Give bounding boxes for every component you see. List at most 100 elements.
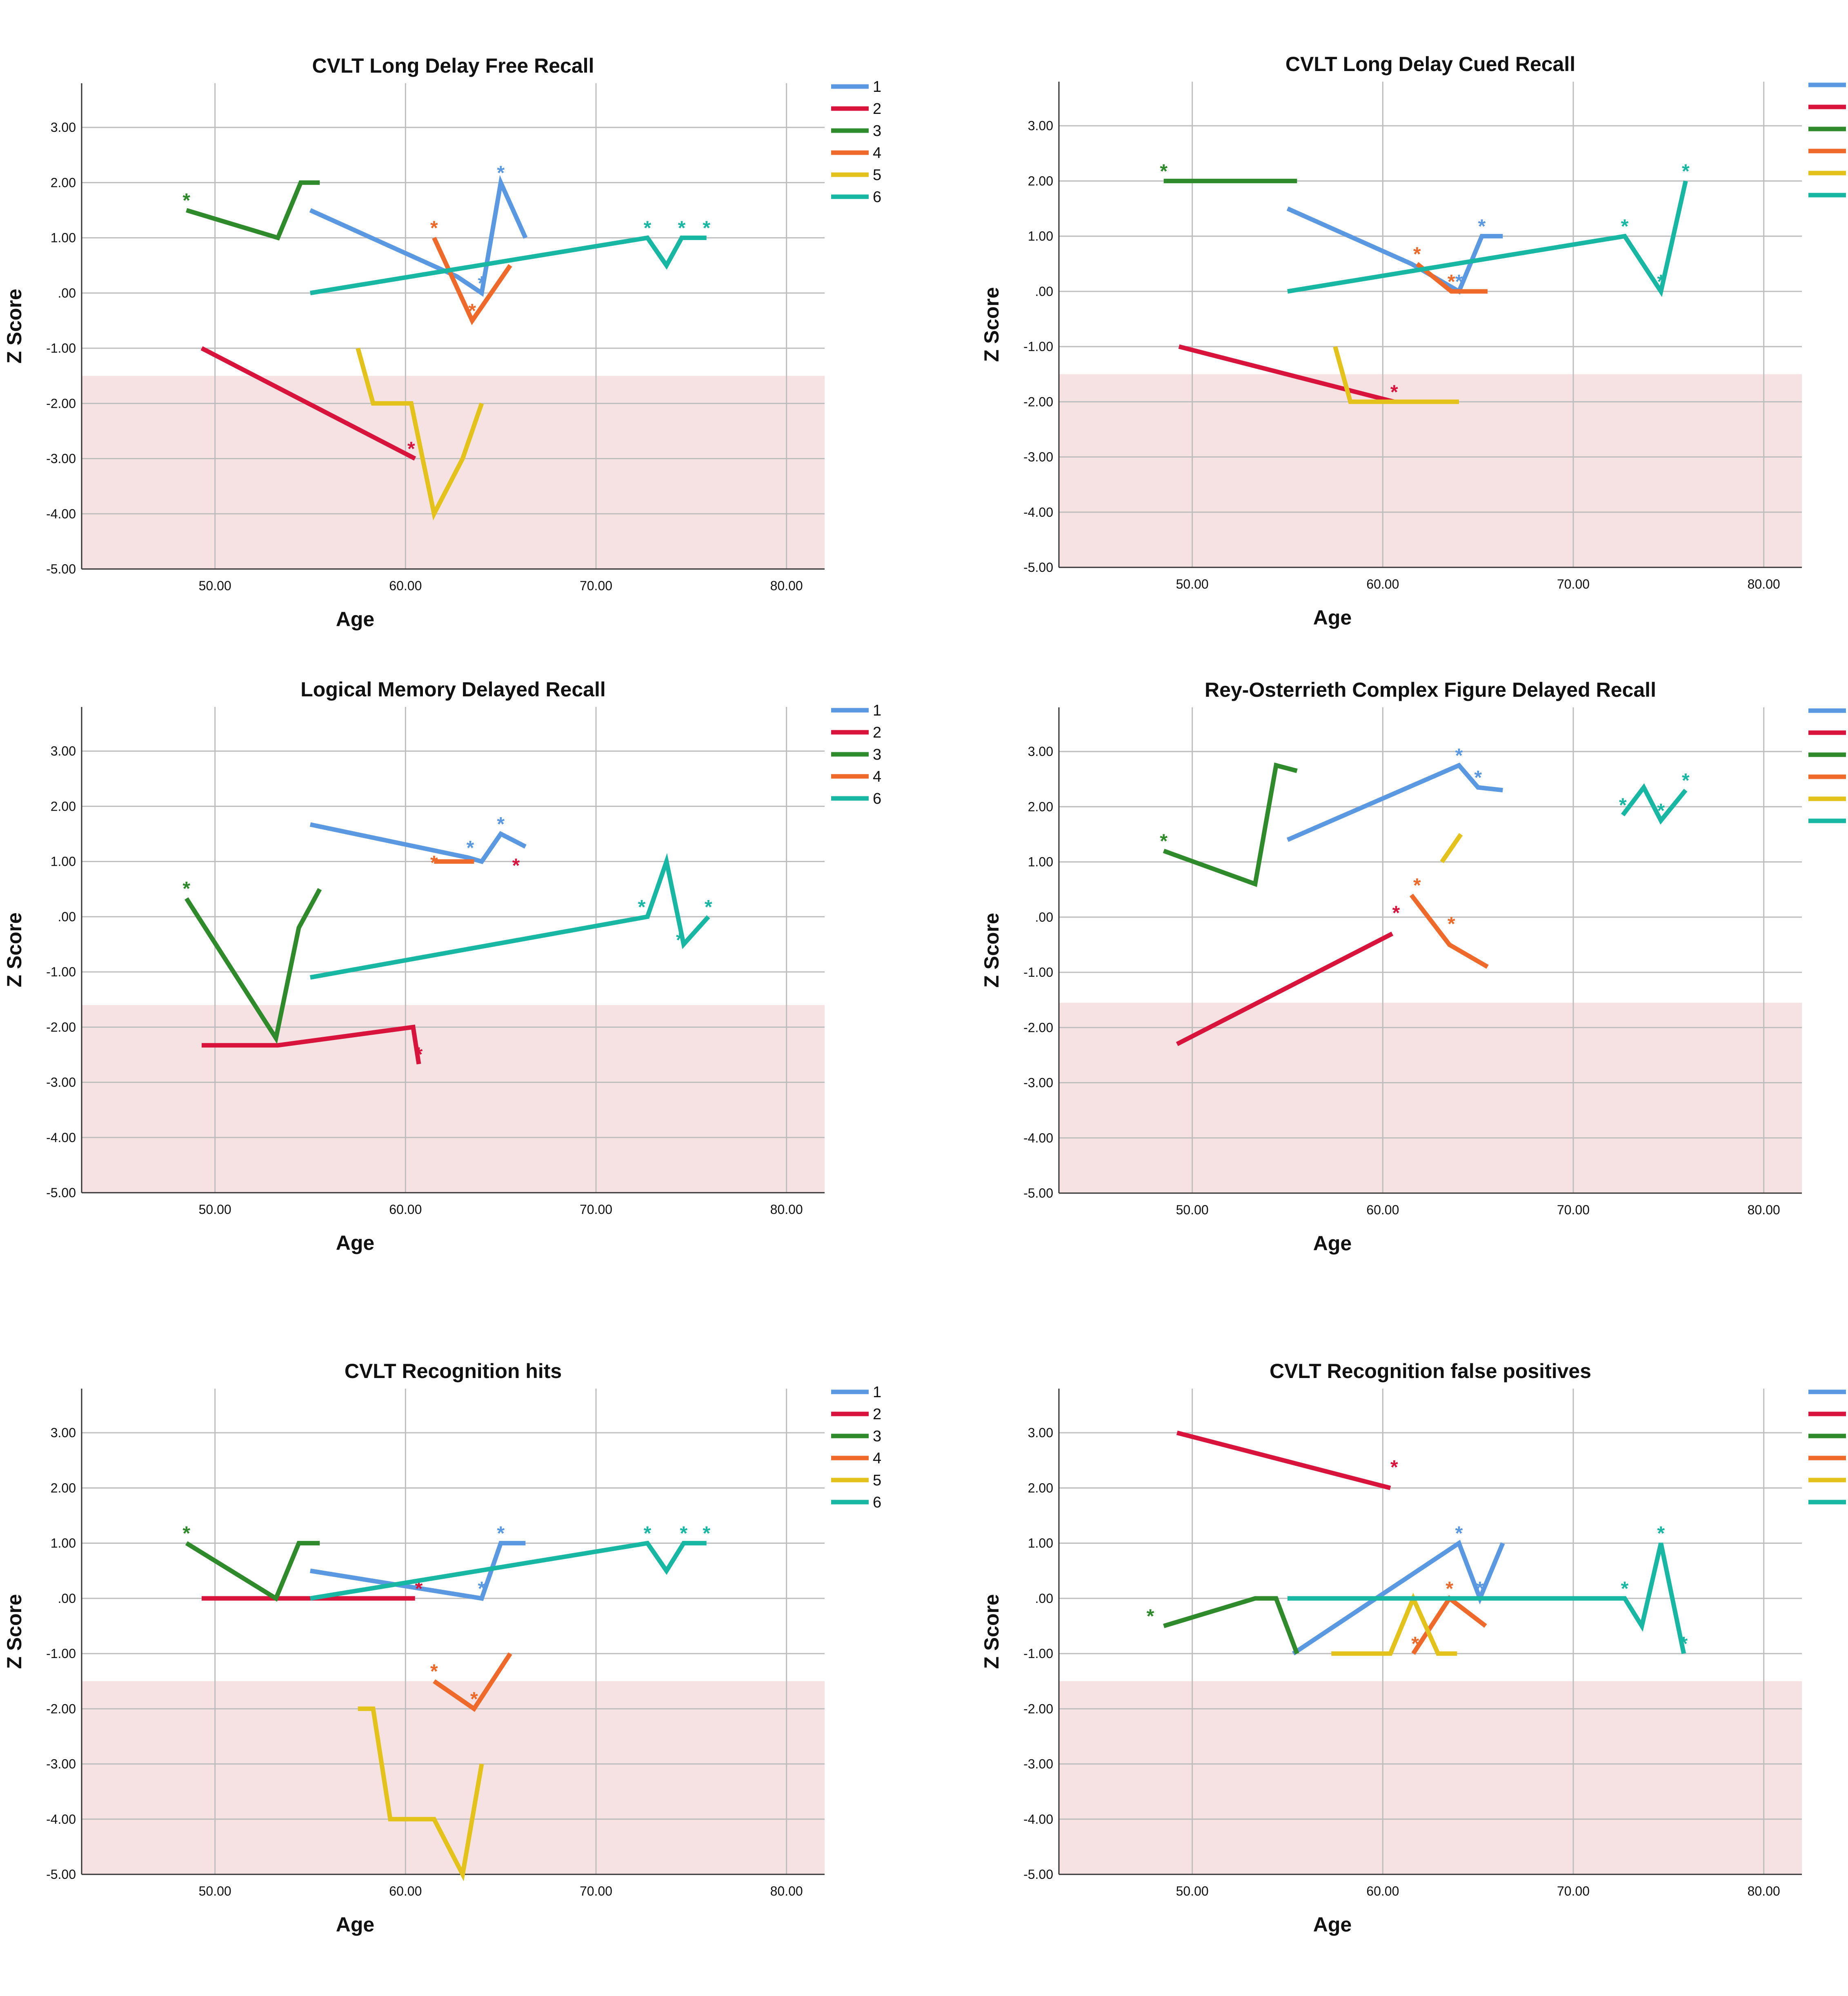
legend-label: 2: [873, 724, 881, 741]
y-tick-label: -5.00: [46, 562, 76, 576]
series-line-3: [185, 1541, 320, 1602]
significance-star: *: [470, 1688, 478, 1710]
x-tick-label: 60.00: [389, 578, 422, 593]
significance-star: *: [1621, 1578, 1629, 1600]
legend-label: 4: [873, 1450, 881, 1467]
y-tick-label: -5.00: [46, 1867, 76, 1882]
significance-star: *: [1411, 1633, 1419, 1655]
series-line-2: [1178, 344, 1395, 404]
y-tick-label: 3.00: [51, 120, 76, 135]
y-tick-label: .00: [58, 1591, 76, 1606]
impaired-band: [82, 1005, 825, 1193]
series-line-5: [1440, 833, 1463, 863]
y-tick-label: 1.00: [1028, 229, 1053, 244]
y-tick-label: .00: [58, 909, 76, 924]
x-tick-label: 60.00: [1366, 1202, 1399, 1217]
series-line-5: [1331, 1593, 1457, 1656]
significance-star: *: [1455, 1523, 1463, 1545]
legend-label: 4: [873, 768, 881, 785]
y-tick-label: -4.00: [46, 507, 76, 521]
significance-star: *: [703, 218, 710, 239]
chart-title: CVLT Long Delay Cued Recall: [1285, 53, 1575, 76]
x-axis-label: Age: [336, 608, 374, 631]
series-line-1: [1286, 206, 1503, 295]
y-tick-label: -1.00: [46, 965, 76, 979]
chart-panel: 3.00 2.00 1.00 .00 -1.00 -2.00 -3.00 -4.00 -5.00…: [3, 678, 881, 1254]
significance-star: *: [430, 218, 438, 239]
series-line-5: [356, 347, 484, 521]
series-line-2: [202, 1025, 421, 1065]
significance-star: *: [1390, 1456, 1398, 1478]
y-tick-label: .00: [1035, 1591, 1053, 1606]
legend-label: 6: [873, 1494, 881, 1511]
chart-title: CVLT Recognition false positives: [1270, 1360, 1591, 1383]
x-tick-label: 60.00: [389, 1202, 422, 1217]
x-tick-label: 70.00: [580, 1884, 612, 1898]
y-tick-label: -5.00: [1023, 560, 1053, 575]
y-tick-label: -2.00: [1023, 394, 1053, 409]
significance-star: *: [1657, 1523, 1665, 1545]
y-tick-label: -4.00: [46, 1812, 76, 1827]
y-tick-label: 2.00: [51, 175, 76, 190]
y-tick-label: -1.00: [1023, 1646, 1053, 1661]
y-tick-label: -5.00: [1023, 1867, 1053, 1882]
y-tick-label: 2.00: [51, 799, 76, 814]
y-tick-label: -5.00: [46, 1185, 76, 1200]
series-line-3: [1163, 1596, 1299, 1655]
impaired-band: [1059, 374, 1802, 567]
significance-star: *: [430, 852, 438, 874]
y-tick-label: .00: [1035, 910, 1053, 925]
x-tick-label: 50.00: [199, 578, 231, 593]
significance-star: *: [1413, 243, 1421, 265]
series-line-3: [1163, 762, 1298, 887]
series-line-6: [1287, 180, 1688, 297]
y-tick-label: -4.00: [1023, 1812, 1053, 1827]
x-axis-label: Age: [1313, 1232, 1352, 1255]
impaired-band: [82, 1681, 825, 1874]
chart-title: Rey-Osterrieth Complex Figure Delayed Re…: [1205, 678, 1656, 701]
y-tick-label: 2.00: [1028, 799, 1053, 814]
significance-star: *: [497, 162, 505, 184]
significance-star: *: [1455, 271, 1463, 293]
y-tick-label: -4.00: [1023, 505, 1053, 520]
series-line-2: [1176, 931, 1394, 1046]
chart-panel: 3.00 2.00 1.00 .00 -1.00 -2.00 -3.00 -4.00 -5.00…: [3, 54, 881, 631]
y-tick-label: -1.00: [1023, 965, 1053, 980]
legend-label: 5: [873, 167, 881, 184]
significance-star: *: [1476, 1578, 1484, 1600]
legend-label: 2: [873, 1406, 881, 1423]
y-tick-label: -3.00: [1023, 1076, 1053, 1090]
significance-star: *: [1390, 381, 1398, 403]
y-tick-label: -3.00: [46, 1757, 76, 1772]
legend-label: 5: [873, 1472, 881, 1489]
series-line-1: [309, 175, 528, 297]
x-tick-label: 50.00: [1176, 577, 1209, 591]
x-tick-label: 50.00: [199, 1884, 231, 1898]
y-tick-label: -3.00: [46, 1075, 76, 1090]
y-tick-label: .00: [58, 286, 76, 300]
significance-star: *: [1455, 745, 1463, 767]
series-line-2: [200, 346, 416, 461]
chart-title: Logical Memory Delayed Recall: [300, 678, 606, 701]
chart-title: CVLT Long Delay Free Recall: [312, 54, 594, 77]
x-axis-label: Age: [1313, 606, 1352, 629]
legend-label: 4: [873, 144, 881, 162]
significance-star: *: [1445, 1578, 1453, 1600]
y-axis-label: Z Score: [3, 1594, 26, 1669]
significance-star: *: [468, 300, 476, 322]
x-tick-label: 60.00: [1366, 577, 1399, 591]
series-line-3: [186, 180, 320, 241]
significance-star: *: [638, 896, 646, 918]
y-tick-label: -1.00: [46, 341, 76, 356]
y-tick-label: 3.00: [51, 744, 76, 758]
significance-star: *: [1147, 1605, 1154, 1627]
significance-star: *: [1160, 831, 1168, 852]
significance-star: *: [1682, 160, 1690, 182]
series-line-1: [1286, 762, 1503, 842]
legend-label: 3: [873, 746, 881, 763]
legend-label: 2: [873, 100, 881, 118]
y-tick-label: 2.00: [1028, 1480, 1053, 1495]
significance-star: *: [1657, 800, 1665, 822]
series-line-6: [1288, 1543, 1686, 1654]
